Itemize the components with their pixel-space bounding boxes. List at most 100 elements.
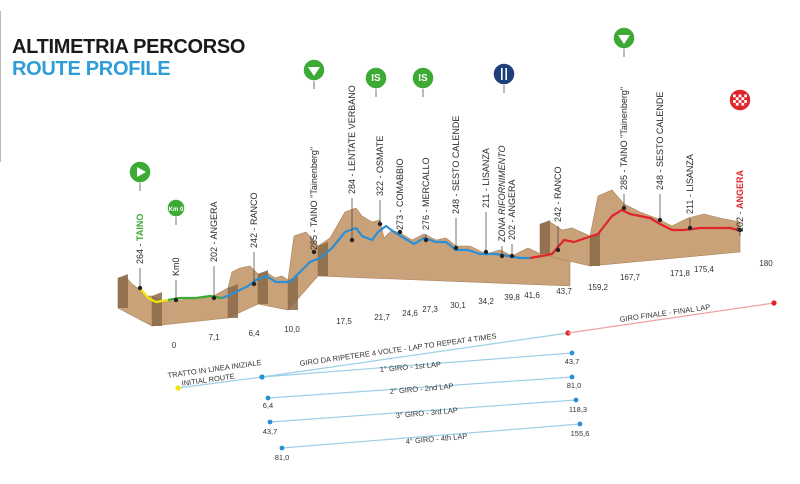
lap-label: 1° GIRO - 1st LAP <box>379 360 441 374</box>
place-dot <box>211 295 217 301</box>
place-label: 202 - ANGERA <box>209 201 219 262</box>
place-label-highlight: ANGERA <box>735 169 745 209</box>
feed-zone-icon <box>492 62 516 86</box>
triangle-glyph <box>618 35 630 44</box>
km-label: 41,6 <box>524 291 540 300</box>
repeat-lap-line <box>261 332 569 378</box>
initial-route-line <box>177 376 263 389</box>
place-dot <box>483 249 489 255</box>
km-labels: 0 7,1 6,4 10,0 17,5 21,7 24,6 27,3 30,1 34,2 39,8 4… <box>172 259 773 350</box>
place-label: 211 - LISANZA <box>481 148 491 208</box>
place-label-part: 202 - <box>735 209 745 232</box>
place-dot <box>621 205 627 211</box>
place-label: 285 - TAINO "Tainenberg" <box>309 147 319 250</box>
lap-start-dot <box>265 395 271 401</box>
terrain-side <box>152 292 162 326</box>
place-dot <box>687 225 693 231</box>
terrain-side <box>590 232 600 266</box>
lap-end-km: 43,7 <box>565 357 580 366</box>
place-dot <box>349 237 355 243</box>
lap-end-dot <box>569 350 575 356</box>
initial-route-start-dot <box>175 385 181 391</box>
place-dot <box>509 253 515 259</box>
km-label: 27,3 <box>422 305 438 314</box>
place-dot <box>657 217 663 223</box>
place-label: 202 - ANGERA <box>735 169 745 232</box>
km-label: 180 <box>759 259 773 268</box>
place-label: 211 - LISANZA <box>685 154 695 214</box>
finish-flag-icon <box>728 88 752 112</box>
feed-glyph <box>501 68 503 80</box>
final-lap-line <box>567 302 775 334</box>
place-dot <box>499 253 505 259</box>
finish-flag-check <box>733 94 736 98</box>
route-segment <box>139 287 169 304</box>
place-label: 273 - COMABBIO <box>395 158 405 230</box>
finish-flag-check <box>744 94 747 98</box>
lap-line <box>267 376 573 399</box>
place-label: Km0 <box>171 257 181 276</box>
place-label: 284 - LENTATE VERBANO <box>347 85 357 194</box>
terrain-side <box>228 284 238 318</box>
marker-stems <box>137 194 743 303</box>
feed-zone-icon-circle <box>492 62 516 86</box>
place-label: ZONA RIFORNIMENTO <box>497 146 507 244</box>
finish-flag-check <box>744 100 747 103</box>
km-label: 34,2 <box>478 297 494 306</box>
place-dot <box>453 245 459 251</box>
terrain-block <box>539 221 591 267</box>
place-label: 285 - TAINO "Tainenberg" <box>619 87 629 190</box>
icon-layer: Km 0 IS IS <box>0 11 752 225</box>
km-label: 0 <box>172 341 177 350</box>
place-label: 248 - SESTO CALENDE <box>655 92 665 190</box>
gpm-triangle-icon <box>612 26 636 50</box>
gpm-triangle-icon <box>302 58 326 82</box>
km-label: 30,1 <box>450 301 466 310</box>
place-dot <box>251 281 257 287</box>
place-dot <box>737 227 743 233</box>
place-label: 322 - OSMATE <box>375 136 385 196</box>
chart-title: ALTIMETRIA PERCORSO ROUTE PROFILE <box>12 36 245 80</box>
place-label: 248 - SESTO CALENDE <box>451 116 461 214</box>
km-label: 43,7 <box>556 287 572 296</box>
lap-end-km: 81,0 <box>567 381 582 390</box>
place-dot <box>137 285 143 291</box>
km-label: 10,0 <box>284 325 300 334</box>
place-dot <box>173 297 179 303</box>
lap-line <box>261 352 573 378</box>
terrain-side <box>318 242 328 276</box>
terrain-layer <box>117 189 741 327</box>
place-label: 242 - RANCO <box>553 166 563 222</box>
final-lap-end-dot <box>771 300 777 306</box>
triangle-glyph <box>308 67 320 76</box>
lap-start-km: 6,4 <box>263 401 273 410</box>
km-label: 7,1 <box>208 333 220 342</box>
play-glyph <box>137 167 146 177</box>
route-segment <box>221 224 530 300</box>
place-dot <box>311 249 317 255</box>
place-label: 202 - ANGERA <box>507 179 517 240</box>
place-dot <box>423 237 429 243</box>
lap-start-km: 43,7 <box>263 427 278 436</box>
place-dot <box>555 247 561 253</box>
km-label: 17,5 <box>336 317 352 326</box>
lap-start-dot <box>267 419 273 425</box>
lap-end-dot <box>573 397 579 403</box>
finish-flag-check <box>741 97 745 101</box>
km-label: 167,7 <box>620 273 641 282</box>
place-label: 264 - TAINO <box>135 214 145 264</box>
route-segment <box>529 208 739 260</box>
title-it: ALTIMETRIA PERCORSO <box>12 36 246 58</box>
km0-badge-icon-text: Km 0 <box>169 207 184 213</box>
place-labels: 264 - TAINO Km0 202 - ANGERA 242 - RANCO 285… <box>135 85 745 276</box>
lap-start-dot <box>259 374 265 380</box>
km-label: 21,7 <box>374 313 390 322</box>
lap-label: 2° GIRO - 2nd LAP <box>389 381 453 396</box>
terrain-side <box>540 220 550 254</box>
finish-flag-check <box>735 102 739 106</box>
km-label: 159,2 <box>588 283 609 292</box>
terrain-side <box>288 276 298 310</box>
start-play-icon <box>128 160 152 184</box>
km0-badge-icon: Km 0 <box>166 198 186 218</box>
